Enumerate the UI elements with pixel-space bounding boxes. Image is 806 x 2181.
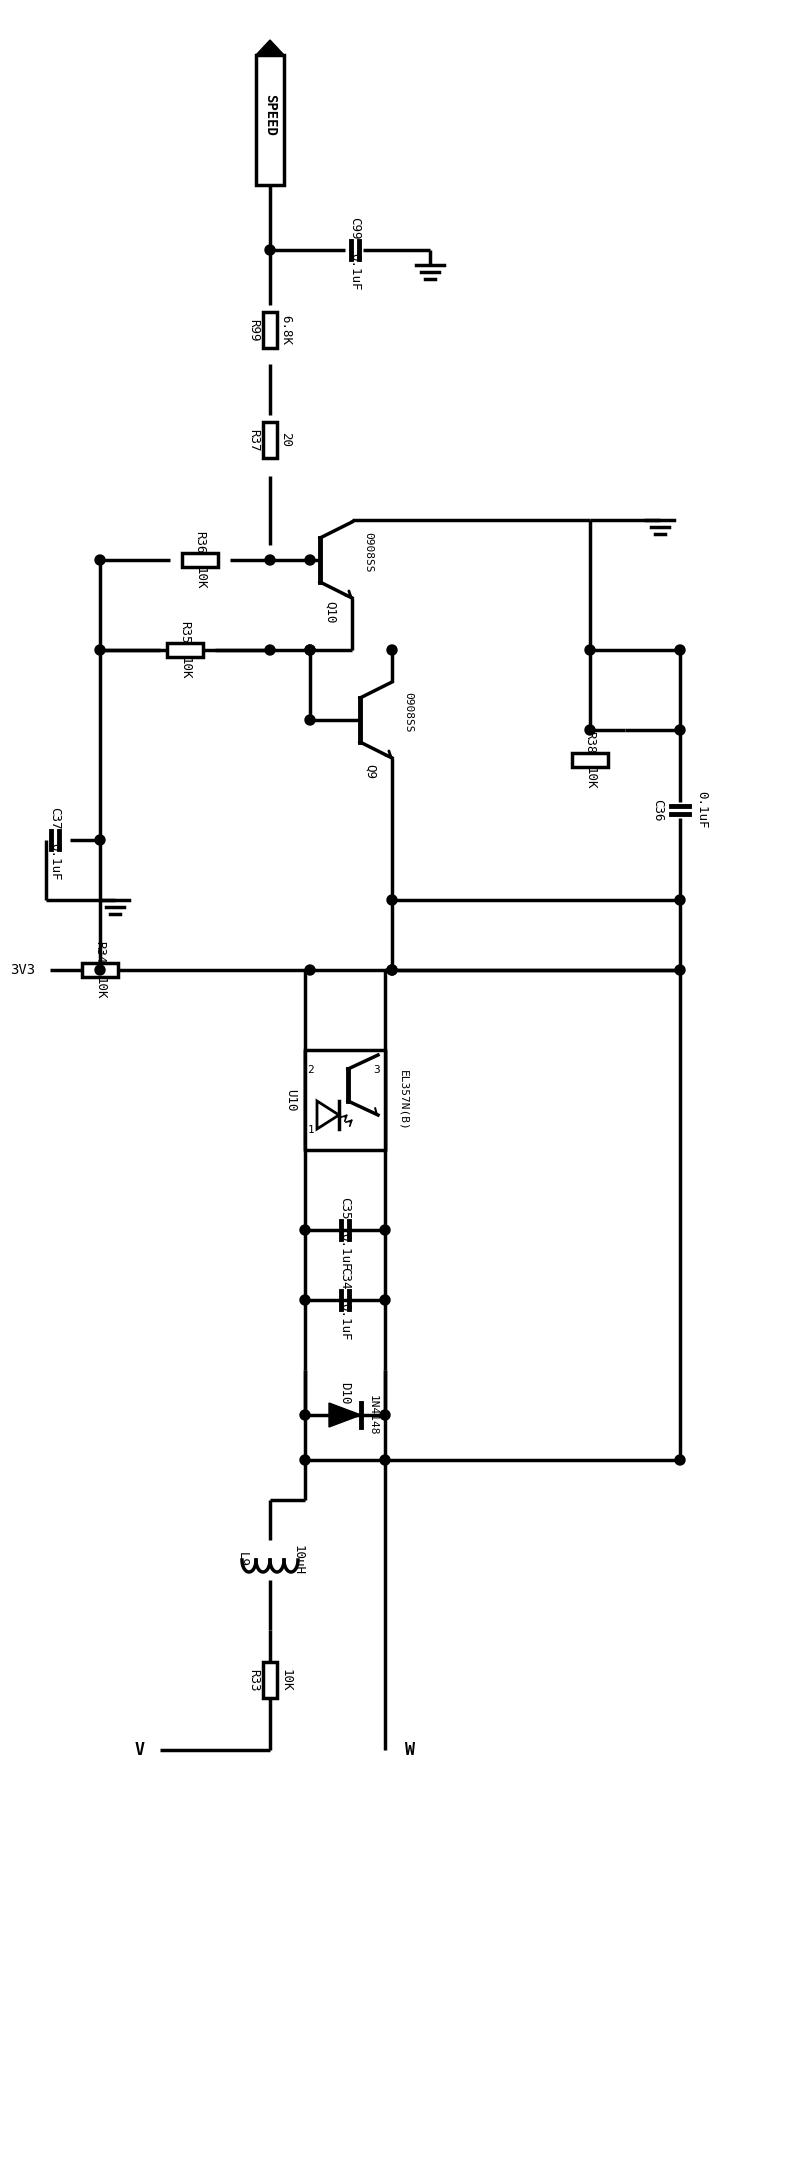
Text: 0.1uF: 0.1uF — [48, 844, 61, 881]
Text: 0.1uF: 0.1uF — [339, 1304, 351, 1341]
Circle shape — [95, 646, 105, 654]
Polygon shape — [329, 1402, 361, 1426]
Circle shape — [380, 1455, 390, 1466]
Text: C99: C99 — [348, 216, 362, 240]
Text: L9: L9 — [235, 1553, 248, 1568]
Circle shape — [300, 1296, 310, 1304]
Text: C37: C37 — [48, 807, 61, 829]
Circle shape — [675, 724, 685, 735]
Circle shape — [95, 554, 105, 565]
Bar — [305, 1049, 385, 1149]
Circle shape — [387, 894, 397, 905]
Text: 20: 20 — [280, 432, 293, 447]
Bar — [182, 554, 218, 567]
Circle shape — [265, 646, 275, 654]
Circle shape — [380, 1226, 390, 1234]
Text: 0908SS: 0908SS — [403, 691, 413, 733]
Text: C35: C35 — [339, 1197, 351, 1219]
Bar — [167, 643, 203, 656]
Text: C36: C36 — [651, 798, 664, 822]
Circle shape — [300, 1226, 310, 1234]
Text: 2: 2 — [308, 1064, 314, 1075]
Text: 6.8K: 6.8K — [280, 314, 293, 345]
Text: SPEED: SPEED — [263, 94, 277, 135]
Text: 10K: 10K — [280, 1668, 293, 1690]
Text: 10uH: 10uH — [292, 1544, 305, 1575]
Text: EL357N(B): EL357N(B) — [398, 1069, 408, 1130]
Text: 3V3: 3V3 — [10, 964, 35, 977]
Bar — [263, 1662, 277, 1699]
Circle shape — [305, 646, 315, 654]
Bar — [263, 421, 277, 458]
Text: R33: R33 — [247, 1668, 260, 1690]
Circle shape — [387, 964, 397, 975]
Text: R37: R37 — [247, 430, 260, 451]
Text: 3: 3 — [374, 1064, 380, 1075]
Circle shape — [305, 715, 315, 724]
Text: 0908SS: 0908SS — [363, 532, 373, 571]
Text: R99: R99 — [247, 318, 260, 340]
Text: 10K: 10K — [193, 567, 206, 589]
Text: 10K: 10K — [584, 768, 596, 790]
Polygon shape — [317, 1101, 339, 1130]
Text: R38: R38 — [584, 731, 596, 752]
Circle shape — [387, 964, 397, 975]
Text: 1N4148: 1N4148 — [368, 1396, 378, 1435]
Circle shape — [387, 646, 397, 654]
Circle shape — [380, 1409, 390, 1420]
Circle shape — [300, 1409, 310, 1420]
Circle shape — [675, 894, 685, 905]
Circle shape — [675, 1455, 685, 1466]
Circle shape — [380, 1296, 390, 1304]
Circle shape — [265, 244, 275, 255]
Text: W: W — [405, 1740, 415, 1760]
Text: Q10: Q10 — [323, 600, 336, 624]
Bar — [263, 312, 277, 349]
Text: R35: R35 — [178, 622, 192, 643]
Text: 0.1uF: 0.1uF — [696, 792, 708, 829]
Bar — [572, 752, 608, 768]
Text: 10K: 10K — [93, 977, 106, 999]
Circle shape — [265, 554, 275, 565]
Circle shape — [585, 724, 595, 735]
Text: Q9: Q9 — [364, 766, 376, 779]
Text: D10: D10 — [339, 1383, 351, 1405]
Circle shape — [300, 1455, 310, 1466]
Circle shape — [305, 554, 315, 565]
Circle shape — [305, 646, 315, 654]
Text: 1: 1 — [308, 1125, 314, 1134]
Text: U10: U10 — [285, 1088, 297, 1112]
Circle shape — [95, 835, 105, 844]
Text: 0.1uF: 0.1uF — [348, 253, 362, 290]
Text: 0.1uF: 0.1uF — [339, 1232, 351, 1272]
Circle shape — [675, 964, 685, 975]
Circle shape — [675, 646, 685, 654]
Text: C34: C34 — [339, 1267, 351, 1289]
Text: V: V — [135, 1740, 145, 1760]
Text: R36: R36 — [193, 530, 206, 554]
Circle shape — [585, 646, 595, 654]
Circle shape — [95, 964, 105, 975]
Bar — [256, 55, 284, 185]
Circle shape — [305, 964, 315, 975]
Text: 10K: 10K — [178, 656, 192, 678]
Polygon shape — [256, 39, 284, 55]
Bar — [82, 964, 118, 977]
Text: R34: R34 — [93, 940, 106, 964]
